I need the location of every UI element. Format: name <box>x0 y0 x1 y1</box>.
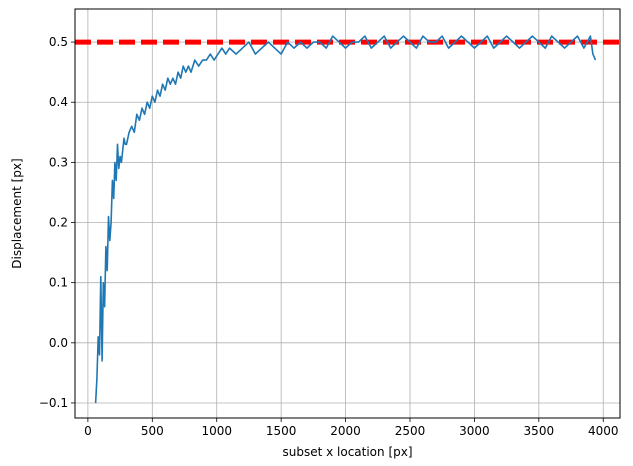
series-line <box>94 35 597 404</box>
x-tick-label: 2000 <box>330 424 361 438</box>
y-tick-label: 0.2 <box>49 216 68 230</box>
x-tick-label: 3500 <box>524 424 555 438</box>
x-tick-label: 1000 <box>201 424 232 438</box>
x-tick-label: 1500 <box>266 424 297 438</box>
x-tick-label: 4000 <box>588 424 619 438</box>
series-layer <box>94 35 597 404</box>
y-tick-label: 0.3 <box>49 155 68 169</box>
x-axis-ticks: 0 500 1000 1500 2000 2500 3000 3500 4000 <box>84 418 619 438</box>
grid <box>75 9 620 418</box>
y-tick-label: −0.1 <box>39 396 68 410</box>
y-tick-label: 0.5 <box>49 35 68 49</box>
y-tick-label: 0.4 <box>49 95 68 109</box>
x-tick-label: 500 <box>141 424 164 438</box>
x-tick-label: 3000 <box>459 424 490 438</box>
x-axis-label: subset x location [px] <box>282 445 412 459</box>
y-axis-ticks: −0.1 0.0 0.1 0.2 0.3 0.4 0.5 <box>39 35 75 410</box>
y-tick-label: 0.1 <box>49 276 68 290</box>
y-tick-label: 0.0 <box>49 336 68 350</box>
plot-frame <box>74 8 621 419</box>
x-tick-label: 2500 <box>395 424 426 438</box>
x-tick-label: 0 <box>84 424 92 438</box>
y-axis-label: Displacement [px] <box>10 158 24 268</box>
